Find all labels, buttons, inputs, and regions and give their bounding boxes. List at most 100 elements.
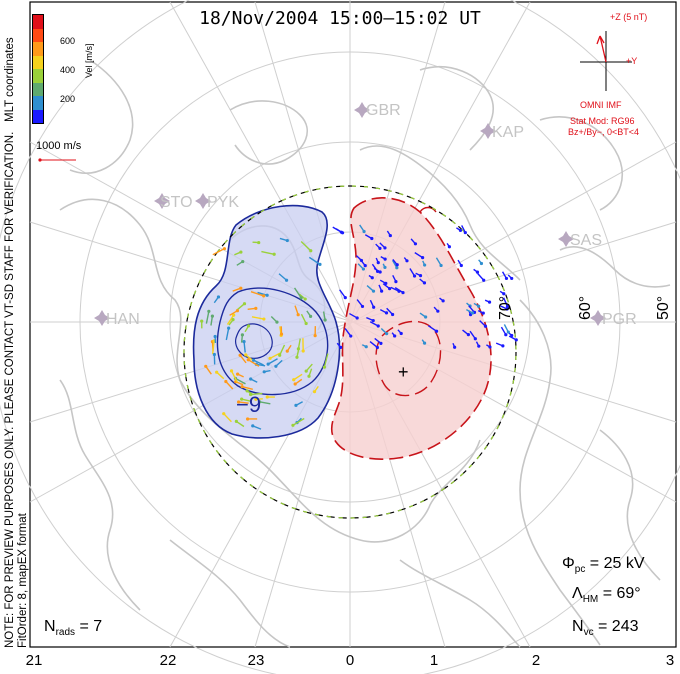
contour-max-label: + (398, 362, 409, 382)
radar-stations: GBR KAP STO PYK SAS HAN PGR (94, 102, 637, 328)
phi-subscript: pc (574, 564, 586, 576)
velocity-vector (248, 392, 263, 397)
colorbar-segment (33, 69, 43, 83)
velocity-vector (266, 358, 278, 366)
velocity-vector (477, 273, 486, 282)
station-han: HAN (94, 310, 140, 328)
station-marker (558, 231, 574, 247)
stat-radar-count: Nrads = 7 (44, 618, 102, 638)
station-pyk: PYK (195, 193, 239, 211)
lat-label-70: 70° (497, 296, 514, 320)
velocity-vector (213, 295, 221, 304)
station-label: HAN (106, 311, 140, 328)
velocity-vector (378, 284, 384, 293)
station-label: PGR (602, 311, 637, 328)
velocity-vector (242, 340, 246, 353)
colorbar-segment (33, 109, 43, 123)
colorbar-segment (33, 55, 43, 69)
velocity-vector (473, 302, 481, 308)
velocity-vector (379, 279, 388, 286)
velocity-vector (254, 397, 263, 401)
imf-model: Stat Mod: RG96 (570, 116, 635, 126)
velocity-vector (369, 340, 379, 350)
velocity-vector (292, 373, 303, 382)
station-label: PYK (207, 194, 239, 211)
negative-convection-cell (192, 204, 341, 439)
velocity-vector (344, 328, 353, 338)
velocity-vector (285, 344, 292, 353)
mlt-tick-label: 1 (429, 652, 439, 669)
velocity-vector (368, 274, 374, 280)
imf-clock-diagram (580, 31, 632, 91)
velocity-vector (291, 417, 305, 427)
velocity-vector (391, 259, 399, 270)
lat-label-50: 50° (655, 296, 672, 320)
velocity-vector (500, 305, 509, 311)
preview-note: NOTE: FOR PREVIEW PURPOSES ONLY. PLEASE … (4, 131, 16, 648)
velocity-vector (250, 291, 266, 298)
velocity-vector (410, 238, 418, 246)
velocity-vector (380, 328, 389, 336)
velocity-vector (205, 309, 211, 324)
velocity-vector (446, 242, 451, 249)
velocity-vector (246, 417, 258, 421)
velocity-vector (366, 316, 375, 323)
imf-bz-label: +Z (5 nT) (610, 12, 648, 22)
velocity-vector (236, 372, 244, 378)
velocity-vector (349, 312, 359, 320)
velocity-vector (247, 306, 258, 310)
velocity-vector (251, 316, 266, 321)
velocity-vector (298, 293, 307, 301)
velocity-vector (274, 359, 283, 368)
velocity-vector (502, 297, 510, 309)
velocity-vector (391, 332, 397, 338)
velocity-vector (229, 369, 239, 383)
station-marker (480, 123, 496, 139)
velocity-vector (238, 353, 247, 364)
velocity-vector (252, 240, 261, 245)
velocity-vector (294, 305, 300, 317)
velocity-vector (359, 258, 367, 268)
velocity-vector (473, 268, 480, 274)
velocity-vector (296, 338, 301, 351)
velocity-vector (382, 283, 392, 291)
velocity-vector (501, 271, 509, 281)
station-marker (590, 310, 606, 326)
station-marker (354, 102, 370, 118)
velocity-vector (386, 307, 395, 317)
velocity-vector (415, 272, 423, 278)
nvc-value: = 243 (598, 618, 639, 635)
velocity-vector (300, 240, 313, 253)
velocity-vector (261, 250, 276, 256)
velocity-vector (452, 342, 457, 349)
velocity-vector (222, 412, 232, 423)
velocity-vector (380, 256, 387, 261)
velocity-vector (257, 291, 269, 297)
lam-value: = 69° (602, 585, 641, 602)
coastlines (59, 59, 671, 648)
velocity-vector (421, 339, 427, 345)
velocity-vector (356, 299, 365, 309)
velocity-vector (359, 224, 366, 234)
velocity-vector (364, 234, 374, 241)
velocity-vector (379, 242, 387, 250)
velocity-vector (257, 400, 271, 405)
velocity-vector (369, 299, 376, 309)
velocity-vector (469, 330, 477, 341)
velocity-vector (461, 225, 467, 235)
velocity-vector (380, 309, 389, 315)
velocity-vector (366, 285, 376, 293)
contour-min-label: −9 (236, 392, 261, 417)
station-marker (154, 193, 170, 209)
velocity-vector (456, 227, 463, 232)
imf-by-label: +Y (626, 56, 638, 66)
velocity-vector (397, 329, 403, 336)
velocity-vector (251, 424, 262, 430)
nrads-symbol: N (44, 618, 56, 635)
velocity-vector (244, 353, 253, 361)
mlt-tick-label: 22 (159, 652, 177, 669)
velocity-vector (306, 310, 313, 318)
velocity-vector (499, 290, 506, 296)
velocity-vector (307, 368, 313, 378)
station-marker (195, 193, 211, 209)
